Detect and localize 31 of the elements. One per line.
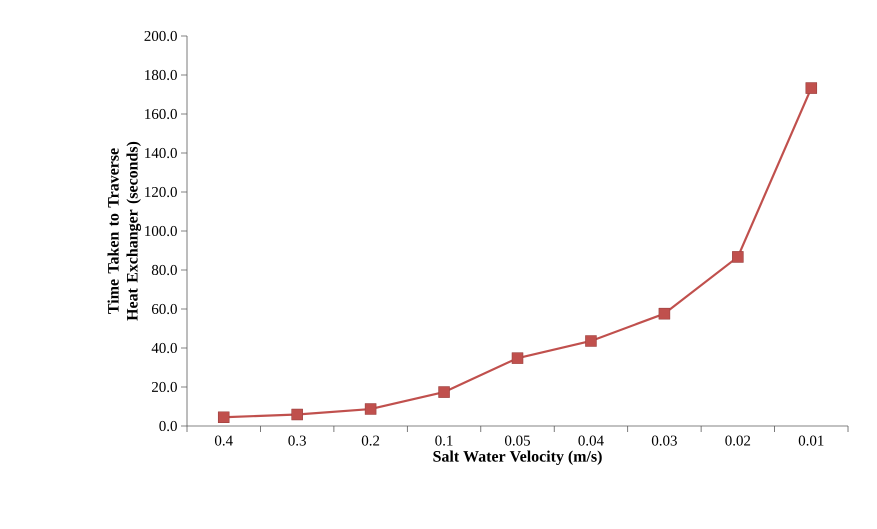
x-tick-label: 0.05 — [504, 436, 530, 446]
y-tick-label: 20.0 — [152, 382, 177, 392]
y-tick-label: 120.0 — [145, 186, 177, 198]
y-tick-label: 40.0 — [152, 342, 177, 354]
y-tick-label: 180.0 — [145, 70, 177, 80]
y-tick-label: 0.0 — [159, 420, 177, 432]
x-tick-label: 0.4 — [214, 436, 233, 446]
y-axis-title: Time Taken to Traverse Heat Exchanger (seconds) — [108, 142, 142, 321]
point — [364, 403, 376, 415]
x-tick-label: 0.3 — [288, 436, 306, 446]
point — [438, 386, 450, 398]
x-tick-label: 0.04 — [578, 436, 604, 446]
y-tick-label: 80.0 — [152, 264, 177, 276]
y-tick-label: 200.0 — [144, 30, 177, 42]
x-tick-label: 0.1 — [435, 436, 453, 446]
y-tick-label: 60.0 — [152, 304, 177, 314]
point — [512, 352, 524, 364]
point — [585, 335, 597, 347]
x-tick-label: 0.03 — [652, 436, 677, 446]
x-tick-label: 0.01 — [798, 436, 824, 446]
point — [218, 411, 230, 424]
x-axis-title: Salt Water Velocity (m/s) — [433, 450, 602, 466]
y-tick-label: 140.0 — [145, 148, 177, 158]
x-tick-label: 0.2 — [362, 436, 380, 446]
point — [658, 308, 670, 320]
point — [291, 408, 303, 420]
point — [806, 82, 818, 94]
x-tick-label: 0.02 — [725, 436, 750, 446]
y-tick-label: 160.0 — [145, 108, 177, 120]
point — [732, 251, 744, 263]
y-tick-label: 100.0 — [145, 226, 177, 236]
